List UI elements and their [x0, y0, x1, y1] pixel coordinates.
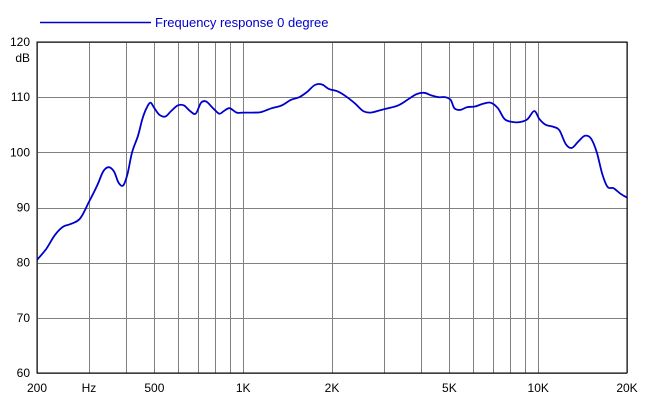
x-tick-label: 20K [616, 381, 637, 395]
y-tick-label: 110 [11, 90, 30, 104]
x-tick-label: 500 [144, 381, 164, 395]
legend: Frequency response 0 degree [40, 15, 328, 30]
legend-label: Frequency response 0 degree [155, 15, 328, 30]
y-tick-label: 120 [10, 35, 30, 49]
plot-frame [36, 41, 628, 374]
y-tick-label: 90 [17, 201, 31, 215]
x-tick-label: 200 [27, 381, 47, 395]
x-tick-label: 10K [528, 381, 549, 395]
y-tick-label: 100 [10, 145, 30, 159]
y-axis-label: dB [15, 51, 30, 65]
y-tick-label: 60 [17, 366, 31, 380]
x-tick-label: 2K [325, 381, 340, 395]
x-tick-label: 1K [236, 381, 251, 395]
y-tick-label: 70 [17, 311, 31, 325]
y-tick-label: 80 [17, 256, 31, 270]
x-tick-label: 5K [442, 381, 457, 395]
grid [37, 42, 628, 374]
x-axis-label: Hz [82, 381, 97, 395]
series-line-frequency-response [36, 83, 628, 261]
